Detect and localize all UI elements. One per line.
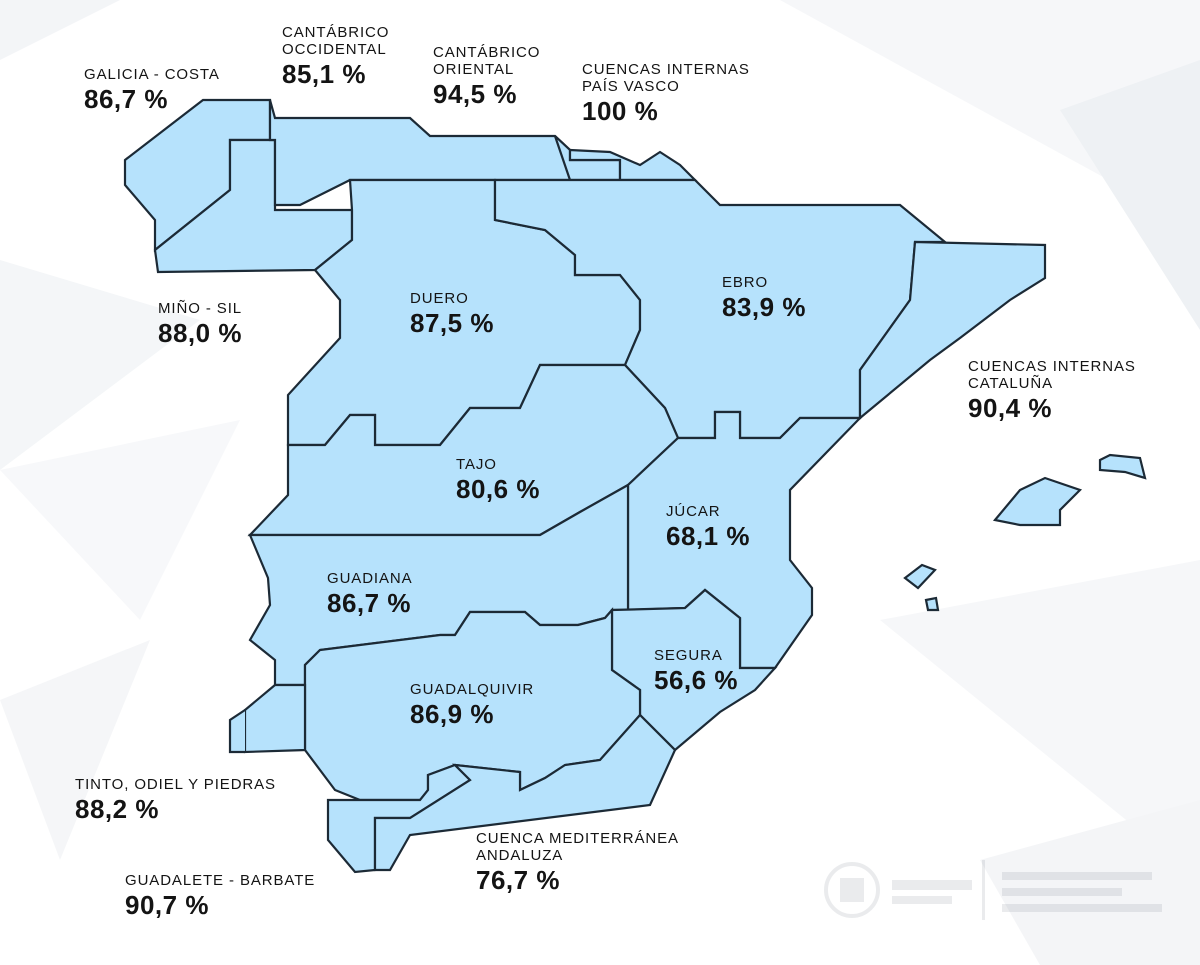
basin-name: EBRO: [722, 274, 769, 291]
basin-value: 94,5 %: [433, 79, 517, 109]
label-ebro: EBRO 83,9 %: [722, 274, 806, 320]
basin-value: 86,9 %: [410, 699, 494, 729]
basin-name-line: CATALUÑA: [968, 375, 1053, 392]
basin-name: GUADALETE - BARBATE: [125, 872, 316, 889]
label-cuenca-mediterranea-andaluza: CUENCA MEDITERRÁNEA ANDALUZA 76,7 %: [476, 830, 679, 893]
label-cuencas-internas-cataluna: CUENCAS INTERNAS CATALUÑA 90,4 %: [968, 358, 1136, 421]
basin-region-cuenca-mediterranea-andaluza: [373, 713, 677, 872]
basin-name: DUERO: [410, 290, 469, 307]
basin-region-tinto-odiel-piedras: [243, 683, 307, 754]
basin-value: 56,6 %: [654, 665, 738, 695]
label-jucar: JÚCAR 68,1 %: [666, 503, 750, 549]
basin-name-line: ANDALUZA: [476, 847, 564, 864]
label-mino-sil: MIÑO - SIL 88,0 %: [158, 300, 242, 346]
basin-region-formentera: [924, 596, 940, 612]
basin-value: 76,7 %: [476, 865, 560, 895]
label-cuencas-internas-pais-vasco: CUENCAS INTERNAS PAÍS VASCO 100 %: [582, 61, 750, 124]
label-segura: SEGURA 56,6 %: [654, 647, 738, 693]
basin-value: 86,7 %: [327, 588, 411, 618]
basin-value: 88,2 %: [75, 794, 159, 824]
label-tajo: TAJO 80,6 %: [456, 456, 540, 502]
label-galicia-costa: GALICIA - COSTA 86,7 %: [84, 66, 220, 112]
basin-name-line: CUENCA MEDITERRÁNEA: [476, 830, 679, 847]
basin-name: TINTO, ODIEL Y PIEDRAS: [75, 776, 276, 793]
label-guadalete-barbate: GUADALETE - BARBATE 90,7 %: [125, 872, 315, 918]
label-cantabrico-oriental: CANTÁBRICO ORIENTAL 94,5 %: [433, 44, 540, 107]
basin-value: 88,0 %: [158, 318, 242, 348]
basin-value: 85,1 %: [282, 59, 366, 89]
basin-value: 80,6 %: [456, 474, 540, 504]
label-guadalquivir: GUADALQUIVIR 86,9 %: [410, 681, 534, 727]
label-duero: DUERO 87,5 %: [410, 290, 494, 336]
basin-name: GUADALQUIVIR: [410, 681, 535, 698]
basin-name: MIÑO - SIL: [158, 300, 243, 317]
basin-value: 86,7 %: [84, 84, 168, 114]
basin-region-mallorca: [992, 476, 1083, 527]
basin-value: 90,4 %: [968, 393, 1052, 423]
basin-region-cuencas-internas-cataluna: [858, 240, 1047, 421]
basin-value: 87,5 %: [410, 308, 494, 338]
watermark-logo: [824, 860, 1162, 920]
basin-region-coast-edge: [228, 709, 246, 754]
basin-region-ibiza: [903, 563, 937, 590]
basin-name: JÚCAR: [666, 503, 721, 520]
basin-region-menorca: [1098, 453, 1147, 480]
basin-name-line: ORIENTAL: [433, 61, 515, 78]
basin-name-line: PAÍS VASCO: [582, 78, 680, 95]
basin-name: GALICIA - COSTA: [84, 66, 220, 83]
basin-value: 90,7 %: [125, 890, 209, 920]
basin-region-cuencas-internas-pais-vasco: [568, 148, 698, 182]
basin-name: GUADIANA: [327, 570, 413, 587]
label-cantabrico-occidental: CANTÁBRICO OCCIDENTAL 85,1 %: [282, 24, 389, 87]
basin-value: 83,9 %: [722, 292, 806, 322]
basin-name-line: OCCIDENTAL: [282, 41, 387, 58]
basin-name: SEGURA: [654, 647, 723, 664]
basin-value: 100 %: [582, 96, 659, 126]
basin-name-line: CUENCAS INTERNAS: [968, 358, 1136, 375]
label-guadiana: GUADIANA 86,7 %: [327, 570, 413, 616]
basin-name-line: CANTÁBRICO: [282, 24, 390, 41]
basin-name-line: CUENCAS INTERNAS: [582, 61, 750, 78]
basin-name-line: CANTÁBRICO: [433, 44, 541, 61]
label-tinto-odiel-piedras: TINTO, ODIEL Y PIEDRAS 88,2 %: [75, 776, 276, 822]
basin-name: TAJO: [456, 456, 497, 473]
basin-value: 68,1 %: [666, 521, 750, 551]
